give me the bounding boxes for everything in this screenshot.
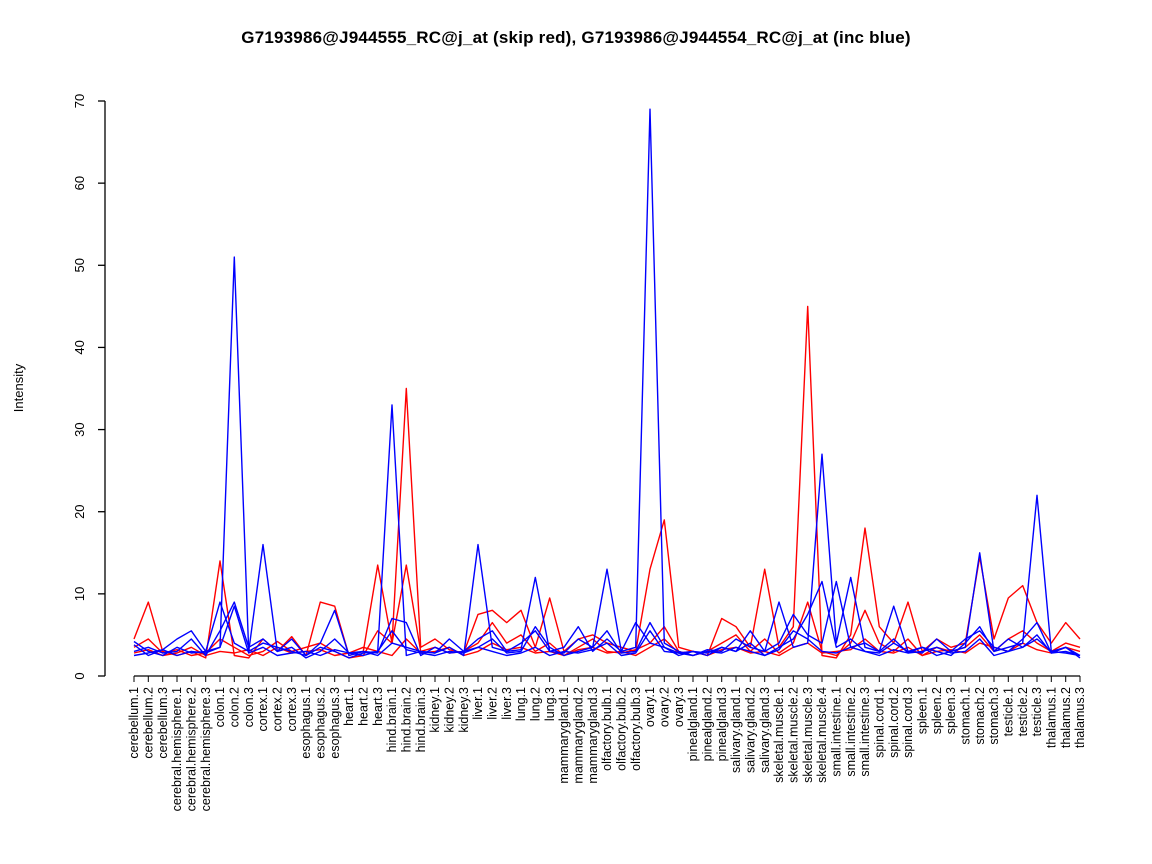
series-inc-blue-3 <box>133 580 1081 659</box>
y-tick-label: 20 <box>72 504 87 518</box>
x-tick-label: kidney.1 <box>428 687 442 733</box>
x-tick-label: salivary.gland.2 <box>744 687 758 773</box>
x-tick-label: skeletal.muscle.4 <box>815 687 829 783</box>
x-tick-label: cerebral.hemisphere.2 <box>185 687 199 811</box>
chart-title: G7193986@J944555_RC@j_at (skip red), G71… <box>241 28 911 47</box>
x-tick-label: esophagus.3 <box>328 687 342 759</box>
x-tick-label: mammarygland.2 <box>572 687 586 784</box>
x-tick-label: salivary.gland.1 <box>729 687 743 773</box>
x-tick-label: olfactory.bulb.2 <box>615 687 629 771</box>
x-tick-label: hind.brain.1 <box>385 687 399 752</box>
series-inc-blue-1 <box>133 108 1081 659</box>
x-tick-label: cerebellum.1 <box>127 687 141 759</box>
y-tick-label: 50 <box>72 258 87 272</box>
x-tick-label: mammarygland.1 <box>557 687 571 784</box>
x-tick-label: lung.3 <box>543 687 557 721</box>
x-tick-label: cerebellum.3 <box>156 687 170 759</box>
x-tick-label: pinealgland.2 <box>701 687 715 761</box>
x-tick-label: liver.2 <box>486 687 500 720</box>
x-tick-label: olfactory.bulb.1 <box>600 687 614 771</box>
x-tick-label: hind.brain.2 <box>400 687 414 752</box>
x-tick-label: stomach.2 <box>973 687 987 745</box>
x-tick-label: testicle.2 <box>1016 687 1030 736</box>
x-tick-label: testicle.3 <box>1030 687 1044 736</box>
x-tick-label: skeletal.muscle.2 <box>787 687 801 783</box>
x-tick-label: colon.3 <box>242 687 256 727</box>
x-tick-label: small.intestine.2 <box>844 687 858 777</box>
x-tick-label: spinal.cord.2 <box>887 687 901 758</box>
x-tick-label: heart.1 <box>342 687 356 726</box>
y-tick-label: 70 <box>72 94 87 108</box>
x-tick-label: spleen.1 <box>916 687 930 734</box>
x-tick-label: thalamus.3 <box>1073 687 1087 748</box>
x-tick-label: heart.2 <box>357 687 371 726</box>
y-tick-label: 10 <box>72 587 87 601</box>
x-tick-label: hind.brain.3 <box>414 687 428 752</box>
x-tick-label: stomach.1 <box>959 687 973 745</box>
x-tick-label: testicle.1 <box>1002 687 1016 736</box>
x-tick-label: kidney.2 <box>443 687 457 733</box>
x-tick-label: spleen.2 <box>930 687 944 734</box>
x-tick-label: thalamus.2 <box>1059 687 1073 748</box>
x-tick-label: skeletal.muscle.1 <box>772 687 786 783</box>
y-tick-label: 60 <box>72 176 87 190</box>
x-tick-label: salivary.gland.3 <box>758 687 772 773</box>
x-tick-label: liver.1 <box>471 687 485 720</box>
x-tick-label: olfactory.bulb.3 <box>629 687 643 771</box>
x-tick-label: cortex.3 <box>285 687 299 732</box>
x-tick-label: ovary.3 <box>672 687 686 727</box>
x-tick-label: skeletal.muscle.3 <box>801 687 815 783</box>
x-tick-label: cortex.1 <box>256 687 270 732</box>
x-tick-label: pinealgland.1 <box>686 687 700 761</box>
x-tick-label: colon.2 <box>228 687 242 727</box>
x-tick-label: esophagus.2 <box>314 687 328 759</box>
x-tick-label: stomach.3 <box>987 687 1001 745</box>
x-tick-label: spinal.cord.1 <box>873 687 887 758</box>
y-tick-label: 40 <box>72 340 87 354</box>
x-tick-label: heart.3 <box>371 687 385 726</box>
series-skip-red-1 <box>133 305 1081 659</box>
x-tick-label: spinal.cord.3 <box>901 687 915 758</box>
x-tick-label: mammarygland.3 <box>586 687 600 784</box>
x-tick-label: ovary.1 <box>643 687 657 727</box>
x-tick-label: lung.1 <box>514 687 528 721</box>
x-tick-label: thalamus.1 <box>1045 687 1059 748</box>
x-tick-label: small.intestine.3 <box>858 687 872 777</box>
series-inc-blue-4 <box>133 605 1081 657</box>
x-tick-label: spleen.3 <box>944 687 958 734</box>
x-tick-label: pinealgland.3 <box>715 687 729 761</box>
x-tick-label: cerebral.hemisphere.3 <box>199 687 213 811</box>
y-tick-label: 0 <box>72 672 87 679</box>
x-tick-label: ovary.2 <box>658 687 672 727</box>
y-tick-label: 30 <box>72 422 87 436</box>
x-tick-label: cerebral.hemisphere.1 <box>170 687 184 811</box>
x-tick-label: small.intestine.1 <box>830 687 844 777</box>
x-tick-label: kidney.3 <box>457 687 471 733</box>
x-tick-label: cortex.2 <box>271 687 285 732</box>
x-tick-label: colon.1 <box>213 687 227 727</box>
x-tick-label: liver.3 <box>500 687 514 720</box>
x-tick-label: esophagus.1 <box>299 687 313 759</box>
x-tick-label: cerebellum.2 <box>142 687 156 759</box>
x-tick-label: lung.2 <box>529 687 543 721</box>
